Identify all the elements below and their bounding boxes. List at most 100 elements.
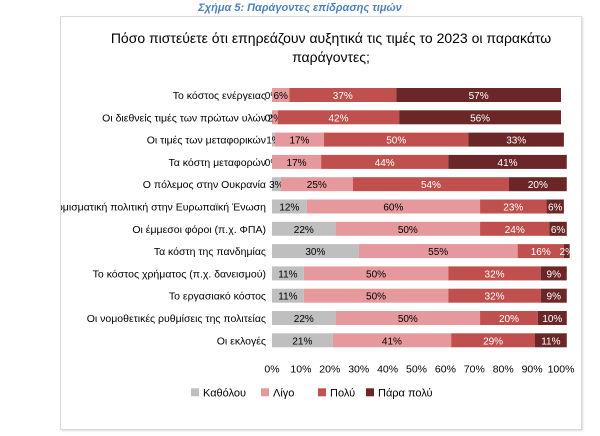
- bar-segment: [272, 88, 290, 102]
- category-label: Το κόστος χρήματος (π.χ. δανεισμού): [93, 268, 266, 280]
- data-label: 11%: [278, 269, 297, 280]
- legend-swatch: [191, 388, 199, 397]
- category-label: Η νομισματική πολιτική στην Ευρωπαϊκή Έν…: [61, 202, 266, 214]
- category-label: Οι εκλογές: [217, 335, 266, 347]
- data-label: 3%: [269, 180, 284, 191]
- data-label: 41%: [498, 158, 518, 169]
- data-label: 50%: [398, 225, 418, 236]
- bar-segment: [540, 288, 567, 303]
- bar-segment: [540, 266, 567, 281]
- bar-segment: [335, 221, 481, 236]
- bar-segment: [272, 110, 278, 125]
- bar-segment: [335, 311, 481, 325]
- data-label: 32%: [485, 292, 505, 303]
- data-label: 42%: [328, 113, 348, 124]
- bar-segment: [508, 177, 567, 192]
- bar-segment: [272, 221, 336, 236]
- data-label: 33%: [506, 136, 526, 147]
- legend-swatch: [366, 388, 374, 397]
- data-label: 9%: [547, 292, 562, 303]
- data-label: 50%: [398, 314, 418, 325]
- bar-segment: [303, 266, 449, 281]
- data-label: 6%: [551, 225, 566, 236]
- bar-segment: [396, 88, 561, 102]
- data-label: 50%: [366, 292, 386, 303]
- legend-label: Καθόλου: [203, 387, 246, 399]
- bar-segment: [272, 199, 307, 214]
- data-label: 55%: [428, 247, 448, 258]
- chart-title: Πόσο πιστεύετε ότι επηρεάζουν αυξητικά τ…: [110, 30, 552, 65]
- legend-label: Πάρα πολύ: [378, 387, 433, 399]
- x-tick-label: 90%: [522, 363, 543, 375]
- bar-segment: [563, 244, 570, 259]
- x-tick-label: 100%: [548, 363, 575, 375]
- bar-segment: [352, 177, 509, 192]
- bar-segment: [289, 88, 397, 102]
- bar-segment: [306, 199, 481, 214]
- bar-segment: [272, 244, 359, 259]
- x-tick-label: 10%: [290, 363, 311, 375]
- legend-label: Πολύ: [330, 387, 355, 399]
- x-tick-label: 30%: [348, 363, 369, 375]
- data-label: 10%: [542, 314, 562, 325]
- data-label: 37%: [333, 91, 353, 102]
- stacked-bar-chart: Το κόστος ενέργειας 0% 6% 37% 57% Οι διεθνείς…: [61, 88, 575, 399]
- bar-segment: [549, 221, 567, 236]
- data-label: 21%: [292, 336, 312, 347]
- data-label: 44%: [375, 158, 395, 169]
- bar-segment: [399, 110, 561, 125]
- legend-swatch: [261, 388, 269, 397]
- data-label: 32%: [485, 269, 505, 280]
- data-label: 41%: [382, 336, 402, 347]
- bar-segment: [321, 154, 449, 169]
- data-label: 12%: [279, 203, 299, 214]
- data-label: 57%: [469, 91, 489, 102]
- bar-segment: [468, 132, 564, 147]
- x-tick-label: 80%: [493, 363, 514, 375]
- category-label: Οι έμμεσοι φόροι (π.χ. ΦΠΑ): [132, 224, 266, 236]
- data-label: 11%: [278, 292, 297, 303]
- data-label: 25%: [307, 180, 327, 191]
- category-label: Τα κόστη μεταφορών: [169, 157, 266, 169]
- bar-segment: [480, 199, 547, 214]
- category-label: Το εργασιακό κόστος: [169, 291, 266, 303]
- data-label: 11%: [541, 336, 560, 347]
- bar-segment: [272, 154, 322, 169]
- bars-layer: Το κόστος ενέργειας0%6%37%57%Οι διεθνείς…: [61, 88, 575, 348]
- bar-segment: [534, 333, 567, 348]
- data-label: 20%: [499, 314, 519, 325]
- data-label: 2%: [560, 247, 575, 258]
- bar-segment: [280, 177, 353, 192]
- category-label: Οι νομοθετικές ρυθμίσεις της πολιτείας: [87, 313, 266, 325]
- category-label: Οι τιμές των μεταφορικών: [147, 135, 266, 147]
- data-label: 22%: [294, 314, 314, 325]
- bar-segment: [272, 177, 281, 192]
- data-label: 2%: [268, 113, 283, 124]
- data-label: 50%: [386, 136, 406, 147]
- data-label: 9%: [547, 269, 562, 280]
- bar-segment: [451, 333, 535, 348]
- bar-segment: [358, 244, 518, 259]
- legend: Καθόλου Λίγο Πολύ Πάρα πολύ: [191, 387, 433, 399]
- data-label: 6%: [548, 203, 563, 214]
- x-tick-label: 20%: [319, 363, 340, 375]
- bar-segment: [448, 288, 541, 303]
- bar-segment: [277, 110, 400, 125]
- data-label: 20%: [528, 180, 548, 191]
- data-label: 23%: [503, 203, 523, 214]
- bar-segment: [272, 311, 336, 325]
- chart-frame: Πόσο πιστεύετε ότι επηρεάζουν αυξητικά τ…: [60, 16, 582, 430]
- x-axis-ticks: 0% 10% 20% 30% 40% 50% 60% 70% 80% 90% 100%: [264, 363, 574, 375]
- bar-segment: [274, 132, 325, 147]
- bar-segment: [537, 311, 567, 325]
- data-label: 29%: [483, 336, 503, 347]
- data-label: 54%: [421, 180, 441, 191]
- bar-segment: [448, 266, 541, 281]
- x-tick-label: 60%: [435, 363, 456, 375]
- bar-segment: [272, 266, 304, 281]
- data-label: 24%: [505, 225, 525, 236]
- data-label: 22%: [294, 225, 314, 236]
- data-label: 1%: [266, 136, 281, 147]
- x-tick-label: 70%: [464, 363, 485, 375]
- bar-segment: [517, 244, 564, 259]
